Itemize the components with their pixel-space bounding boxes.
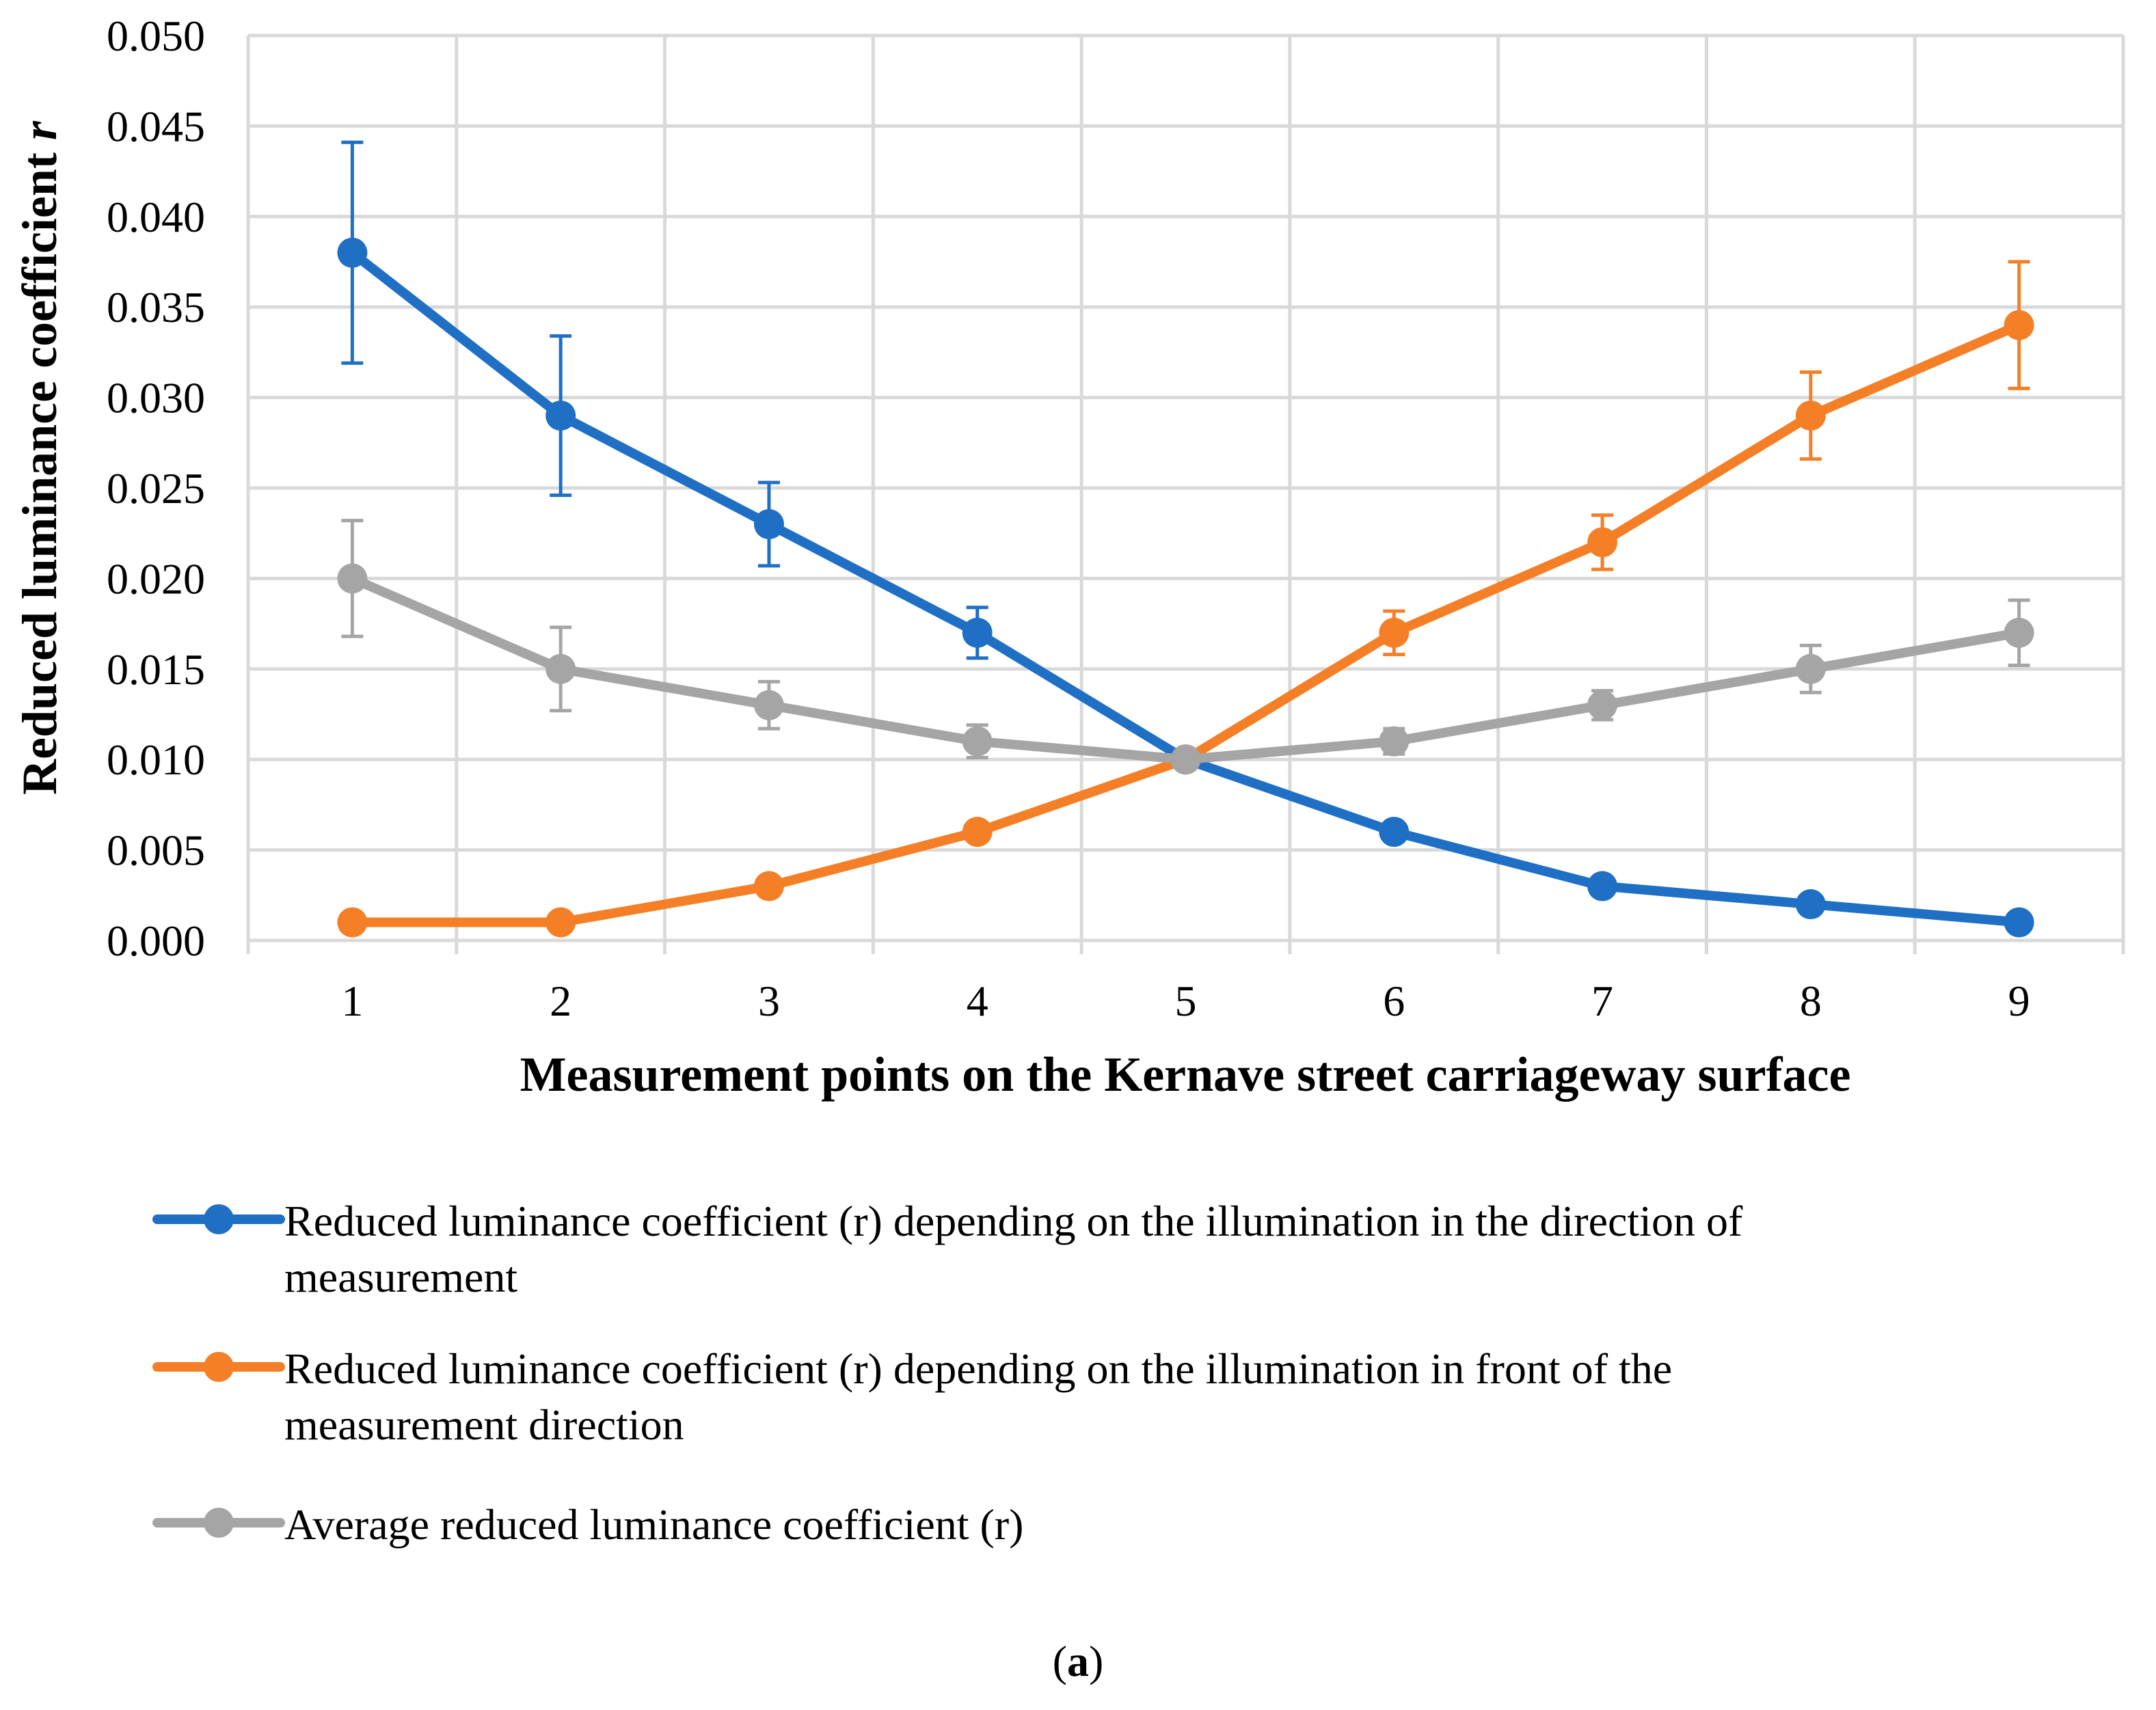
x-tick-label: 9 bbox=[2008, 977, 2030, 1025]
series-line bbox=[347, 247, 2024, 927]
series-line bbox=[347, 320, 2024, 927]
y-tick-label: 0.025 bbox=[107, 464, 205, 513]
x-axis-ticks: 1 2 3 4 5 6 7 8 9 bbox=[341, 977, 2030, 1025]
y-axis-title-symbol: r bbox=[12, 120, 67, 140]
data-point bbox=[1379, 617, 1410, 648]
y-tick-label: 0.020 bbox=[107, 554, 205, 603]
data-point bbox=[962, 617, 993, 648]
legend-swatch-marker bbox=[204, 1204, 234, 1234]
y-axis-title: Reduced luminance coefficient r bbox=[12, 120, 67, 795]
legend-label: Reduced luminance coefficient (r) depend… bbox=[284, 1197, 1743, 1245]
legend-swatch-marker bbox=[204, 1352, 234, 1382]
y-tick-label: 0.000 bbox=[107, 917, 205, 965]
y-tick-label: 0.040 bbox=[107, 193, 205, 241]
data-point bbox=[545, 653, 576, 684]
data-point bbox=[1587, 527, 1618, 558]
data-point bbox=[337, 907, 368, 938]
caption-letter: a bbox=[1067, 1637, 1089, 1685]
series-1 bbox=[337, 140, 2034, 938]
legend-label: Reduced luminance coefficient (r) depend… bbox=[284, 1344, 1672, 1393]
legend-entry-1: Reduced luminance coefficient (r) depend… bbox=[152, 1197, 1743, 1301]
y-tick-label: 0.030 bbox=[107, 374, 205, 422]
data-point bbox=[1170, 744, 1201, 775]
data-point bbox=[753, 871, 784, 901]
x-tick-label: 1 bbox=[341, 977, 363, 1025]
legend: Reduced luminance coefficient (r) depend… bbox=[152, 1197, 1743, 1549]
y-axis-ticks: 0.000 0.005 0.010 0.015 0.020 0.025 0.030 0.035… bbox=[107, 12, 205, 965]
figure-caption: (a) bbox=[1053, 1637, 1104, 1685]
data-point bbox=[337, 563, 368, 594]
x-tick-label: 6 bbox=[1383, 977, 1405, 1025]
series-layer bbox=[337, 140, 2034, 938]
legend-label: measurement bbox=[284, 1253, 517, 1301]
y-tick-label: 0.010 bbox=[107, 735, 205, 784]
data-point bbox=[1379, 817, 1410, 847]
data-point bbox=[1795, 653, 1826, 684]
grid bbox=[246, 33, 2125, 954]
y-tick-label: 0.015 bbox=[107, 645, 205, 694]
data-point bbox=[1379, 726, 1410, 757]
data-point bbox=[1587, 690, 1618, 720]
x-tick-label: 2 bbox=[550, 977, 571, 1025]
data-point bbox=[1587, 871, 1618, 901]
data-point bbox=[753, 690, 784, 720]
data-point bbox=[2004, 617, 2034, 648]
data-point bbox=[2004, 907, 2034, 938]
caption-close-paren: ) bbox=[1089, 1637, 1103, 1685]
x-tick-label: 5 bbox=[1175, 977, 1197, 1025]
data-point bbox=[2004, 310, 2034, 340]
data-point bbox=[545, 907, 576, 938]
data-point bbox=[962, 817, 993, 847]
data-point bbox=[753, 508, 784, 539]
legend-label: Average reduced luminance coefficient (r… bbox=[284, 1500, 1023, 1549]
x-tick-label: 3 bbox=[758, 977, 780, 1025]
data-point bbox=[962, 726, 993, 757]
data-point bbox=[1795, 889, 1826, 920]
series-2 bbox=[337, 260, 2034, 938]
data-point bbox=[1795, 401, 1826, 431]
caption-open-paren: ( bbox=[1053, 1637, 1067, 1685]
x-tick-label: 4 bbox=[967, 977, 988, 1025]
x-tick-label: 7 bbox=[1591, 977, 1613, 1025]
x-tick-label: 8 bbox=[1800, 977, 1822, 1025]
legend-entry-2: Reduced luminance coefficient (r) depend… bbox=[152, 1344, 1672, 1449]
y-tick-label: 0.005 bbox=[107, 826, 205, 875]
y-tick-label: 0.035 bbox=[107, 283, 205, 331]
legend-entry-3: Average reduced luminance coefficient (r… bbox=[152, 1500, 1023, 1549]
x-axis-title: Measurement points on the Kernave street… bbox=[520, 1047, 1851, 1102]
legend-label: measurement direction bbox=[284, 1400, 684, 1449]
y-tick-label: 0.045 bbox=[107, 102, 205, 150]
y-axis-title-text: Reduced luminance coefficient bbox=[12, 140, 67, 795]
y-tick-label: 0.050 bbox=[107, 12, 205, 60]
series-3 bbox=[337, 519, 2034, 775]
legend-swatch-marker bbox=[204, 1508, 234, 1538]
data-point bbox=[337, 237, 368, 268]
data-point bbox=[545, 401, 576, 431]
